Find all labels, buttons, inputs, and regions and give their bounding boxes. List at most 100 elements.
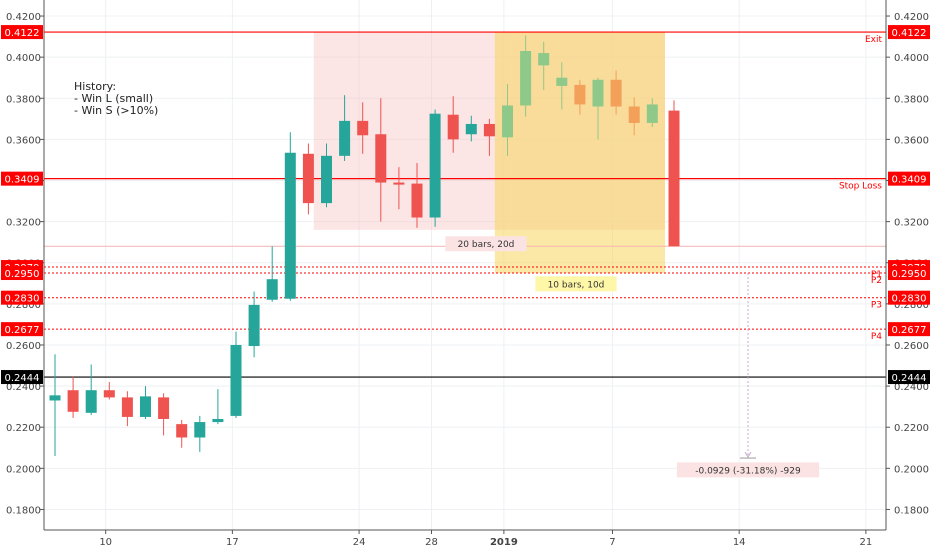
y-tick-label-left: 0.4000 — [6, 53, 41, 64]
price-badge-left: 0.4122 — [5, 28, 40, 39]
y-tick-label-right: 0.4200 — [894, 12, 929, 23]
candle — [67, 390, 79, 412]
price-badge-right: 0.4122 — [892, 28, 927, 39]
candle — [556, 77, 568, 86]
y-tick-label-left: 0.3600 — [6, 135, 41, 146]
y-tick-label-left: 0.3200 — [6, 218, 41, 229]
candle — [465, 123, 477, 135]
candle — [85, 390, 97, 413]
candle — [321, 155, 332, 204]
candle — [610, 79, 622, 107]
price-badge-right-bg — [888, 370, 930, 385]
price-badge-left: 0.2830 — [5, 294, 40, 305]
candle — [574, 84, 586, 105]
range-10-label-bg — [535, 276, 617, 292]
y-tick-label-right: 0.1800 — [894, 505, 929, 516]
x-tick-label: 10 — [99, 537, 112, 548]
y-tick-label-right: 0.2800 — [894, 300, 929, 311]
candle — [357, 120, 369, 136]
price-badge-right: 0.2444 — [892, 373, 927, 384]
x-tick-label: 7 — [609, 537, 615, 548]
shaded-zones — [44, 32, 886, 274]
measure-tool — [740, 273, 756, 459]
x-tick-label: 24 — [353, 537, 366, 548]
candle — [592, 79, 604, 107]
candle — [103, 390, 115, 398]
candle — [176, 424, 188, 438]
y-tick-label-left: 0.2000 — [6, 464, 41, 475]
y-tick-label-left: 0.1800 — [6, 505, 41, 516]
candle — [140, 396, 151, 417]
y-tick-label-right: 0.2200 — [894, 423, 929, 434]
axes: 0.4200 0.4200 0.4000 0.4000 0.3800 0.3800 0.36… — [6, 0, 929, 548]
candle — [230, 344, 242, 416]
level-tag-p1: P1 — [871, 270, 882, 280]
history-line: - Win L (small) — [74, 92, 153, 105]
price-badge-right: 0.2950 — [892, 269, 927, 280]
history-line: - Win S (>10%) — [74, 104, 158, 117]
y-tick-label-left: 0.4200 — [6, 12, 41, 23]
price-badge-left: 0.2444 — [5, 373, 40, 384]
candle — [49, 395, 61, 401]
y-tick-label-right: 0.2600 — [894, 341, 929, 352]
measure-label: -0.0929 (-31.18%) -929 — [695, 466, 801, 476]
level-tag-p3: P3 — [871, 301, 882, 311]
level-tag-p2: P2 — [871, 276, 882, 286]
price-badge-left-bg — [1, 370, 43, 385]
candle — [429, 113, 441, 218]
y-tick-label-right: 0.2400 — [894, 382, 929, 393]
price-badge-left: 0.3409 — [5, 175, 40, 186]
price-badge-right: 0.3409 — [892, 175, 927, 186]
price-badge-right: 0.2677 — [892, 325, 927, 336]
price-badge-right-bg — [888, 322, 930, 337]
candle — [266, 279, 278, 300]
candle — [411, 183, 423, 218]
y-tick-label-right: 0.3800 — [894, 94, 929, 105]
range-20-label-bg — [445, 236, 527, 252]
left-price-labels: 0.41220.34090.29790.29500.28300.26770.24… — [1, 25, 43, 385]
candle — [483, 123, 495, 137]
measure-label-bg — [676, 462, 820, 478]
y-tick-label-right: 0.3200 — [894, 218, 929, 229]
y-tick-label-left: 0.2600 — [6, 341, 41, 352]
price-badge-left-bg — [1, 171, 43, 186]
price-badge-left: 0.2677 — [5, 325, 40, 336]
y-tick-label-right: 0.2000 — [894, 464, 929, 475]
candle — [248, 304, 260, 347]
candle — [121, 397, 133, 417]
history-line: History: — [74, 80, 116, 93]
x-tick-label: 2019 — [490, 537, 518, 548]
price-badge-right: 0.2830 — [892, 294, 927, 305]
price-badge-right-bg — [888, 290, 930, 305]
y-tick-label-left: 0.2400 — [6, 382, 41, 393]
price-badge-right-bg — [888, 25, 930, 40]
price-badge-left-bg — [1, 290, 43, 305]
candle — [646, 104, 658, 123]
candle — [194, 422, 206, 438]
y-tick-label-left: 0.2800 — [6, 300, 41, 311]
candle — [447, 114, 459, 140]
candle — [284, 152, 296, 299]
candle — [212, 418, 224, 423]
x-tick-label: 21 — [860, 537, 873, 548]
price-badge-left-bg — [1, 25, 43, 40]
price-badge-right-bg — [888, 171, 930, 186]
price-badge-left: 0.2950 — [5, 269, 40, 280]
candle — [393, 182, 405, 185]
y-tick-label-right: 0.4000 — [894, 53, 929, 64]
range-10-label: 10 bars, 10d — [548, 280, 605, 290]
candle — [158, 397, 170, 419]
candles — [49, 35, 680, 456]
y-tick-label-left: 0.2200 — [6, 423, 41, 434]
candle — [538, 53, 550, 66]
level-tag-stop-loss: Stop Loss — [839, 182, 882, 192]
candle — [520, 50, 532, 106]
candle — [628, 106, 640, 123]
measure-arrow — [744, 451, 752, 459]
price-badge-left-bg — [1, 322, 43, 337]
candle — [375, 134, 387, 183]
level-tag-exit: Exit — [865, 35, 883, 45]
y-tick-label-right: 0.3600 — [894, 135, 929, 146]
